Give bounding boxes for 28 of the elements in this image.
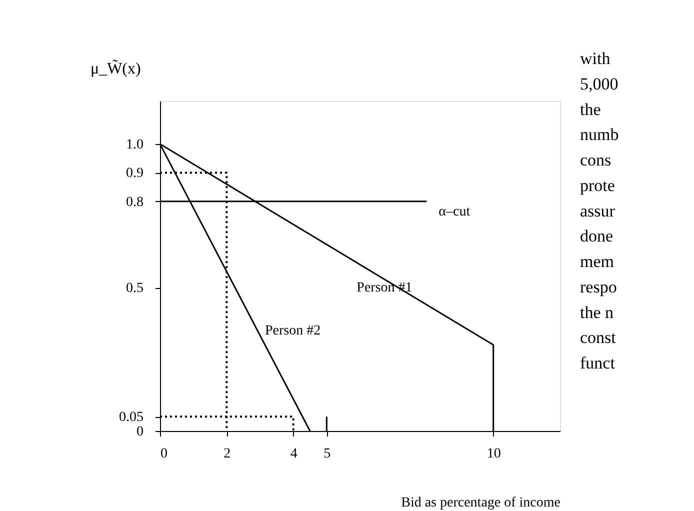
text: const xyxy=(580,328,616,348)
text: the xyxy=(580,100,601,119)
y-tick-label: 0.8 xyxy=(126,194,144,210)
text: mem xyxy=(580,252,614,272)
y-tick-label: 1.0 xyxy=(126,138,144,153)
x-axis-title: Bid as percentage of income xyxy=(401,496,560,510)
text: funct xyxy=(580,354,616,373)
x-tick-label: 5 xyxy=(324,446,331,462)
x-tick-label: 2 xyxy=(224,446,231,462)
text: assur xyxy=(580,201,616,220)
text: prote xyxy=(580,176,615,195)
text: numb xyxy=(580,125,619,144)
text: 5,000 xyxy=(580,74,618,94)
text: cons xyxy=(580,150,612,170)
y-tick-label: 0.5 xyxy=(126,281,144,296)
series-label: Person #2 xyxy=(265,324,321,339)
text: with xyxy=(580,49,611,68)
text: respo xyxy=(580,277,617,296)
text: the n xyxy=(580,302,614,322)
x-tick-label: 4 xyxy=(290,446,298,462)
x-tick-label: 0 xyxy=(160,446,168,462)
y-tick-label: 0.9 xyxy=(126,166,144,182)
text: done xyxy=(580,226,614,246)
y-tick-label: 0.05 xyxy=(119,410,144,426)
y-axis-title: μ_W̃(x) xyxy=(90,59,141,78)
series-label: α–cut xyxy=(438,204,470,220)
y-tick-label: 0 xyxy=(136,424,144,440)
x-tick-label: 10 xyxy=(486,446,501,462)
